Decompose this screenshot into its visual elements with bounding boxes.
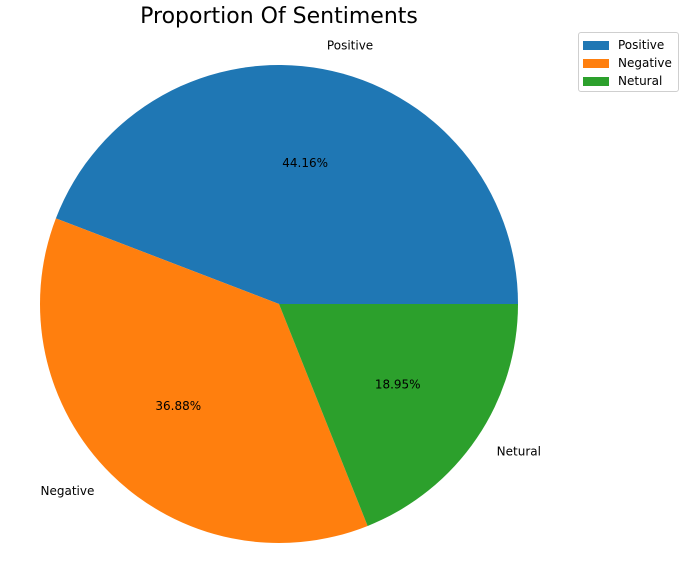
pct-label-negative: 36.88% [155,399,201,413]
slice-label-negative: Negative [40,484,94,498]
pie-slice-netural [279,304,518,526]
pct-label-netural: 18.95% [375,377,421,391]
legend-item-positive: Positive [583,36,678,54]
legend-item-negative: Negative [583,54,678,72]
slice-label-netural: Netural [497,444,541,458]
legend-swatch-positive [583,40,609,50]
legend-label-positive: Positive [618,38,665,52]
legend-label-netural: Netural [618,74,663,88]
slice-label-positive: Positive [327,39,373,53]
pie-slice-negative [39,218,368,543]
legend-swatch-negative [583,58,609,68]
legend-item-netural: Netural [583,72,678,90]
legend: Positive Negative Netural [578,32,679,92]
legend-swatch-netural [583,76,609,86]
legend-label-negative: Negative [618,56,672,70]
chart-title: Proportion Of Sentiments [140,4,418,29]
pie-slice-positive [55,65,519,304]
pct-label-positive: 44.16% [282,156,328,170]
